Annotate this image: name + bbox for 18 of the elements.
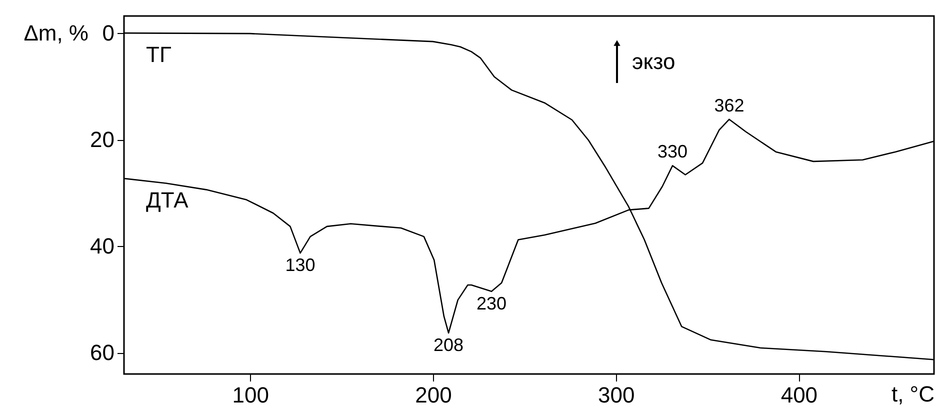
annotation: 130	[285, 255, 316, 276]
annotation: экзо	[632, 49, 676, 74]
y-tick-label: 20	[90, 127, 114, 152]
x-tick-label: 200	[415, 382, 452, 408]
y-tick-label: 60	[90, 340, 114, 366]
series-label: ТГ	[146, 42, 172, 68]
y-tick-label: 40	[90, 234, 114, 259]
annotation: 230	[476, 293, 507, 314]
y-axis-title: Δm, %	[24, 20, 88, 46]
annotation: 330	[658, 142, 688, 162]
y-tick-label: 0	[102, 20, 114, 46]
annotation: 362	[714, 95, 744, 116]
x-tick-label: 400	[780, 382, 818, 408]
x-tick-label: 300	[598, 382, 635, 408]
series-label: ДТА	[146, 187, 189, 212]
annotation: 208	[434, 334, 464, 355]
x-tick-label: 100	[232, 382, 270, 408]
x-axis-title: t, °C	[891, 382, 935, 406]
